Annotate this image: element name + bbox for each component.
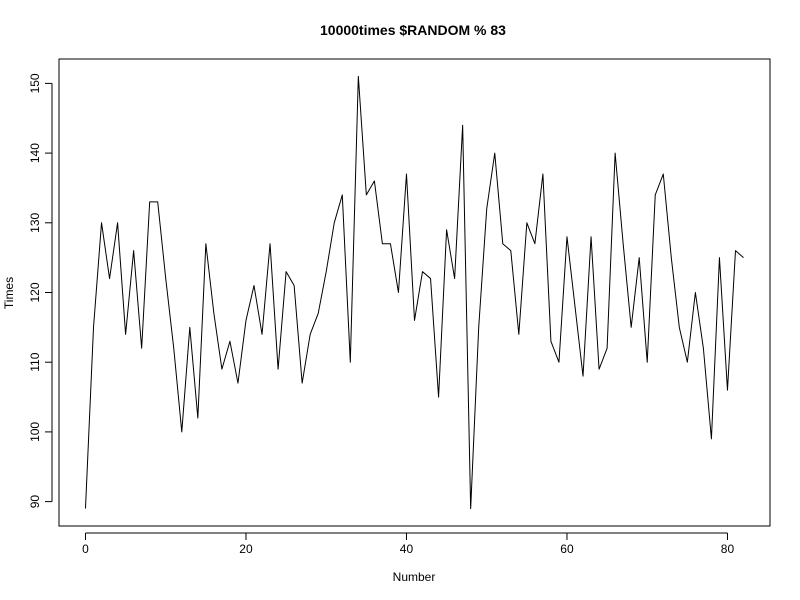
x-tick-label: 80 bbox=[721, 542, 735, 556]
y-tick-label: 150 bbox=[28, 73, 42, 93]
y-tick-label: 130 bbox=[28, 212, 42, 232]
chart-title: 10000times $RANDOM % 83 bbox=[320, 22, 506, 38]
x-axis: 0 20 40 60 80 bbox=[82, 532, 735, 556]
x-axis-label: Number bbox=[393, 570, 436, 584]
y-tick-label: 110 bbox=[28, 352, 42, 371]
plot-frame bbox=[58, 58, 771, 527]
y-tick-label: 120 bbox=[28, 282, 42, 302]
series-layer bbox=[84, 75, 744, 510]
y-axis-label: Times bbox=[2, 277, 16, 309]
y-axis: 90 100 110 120 130 140 150 bbox=[28, 73, 53, 509]
y-tick-label: 90 bbox=[28, 495, 42, 509]
series-line bbox=[84, 75, 744, 510]
x-tick-label: 20 bbox=[239, 542, 253, 556]
x-tick-label: 0 bbox=[82, 542, 89, 556]
x-tick-label: 60 bbox=[560, 542, 574, 556]
y-tick-label: 100 bbox=[28, 422, 42, 442]
y-tick-label: 140 bbox=[28, 143, 42, 163]
x-tick-label: 40 bbox=[400, 542, 414, 556]
